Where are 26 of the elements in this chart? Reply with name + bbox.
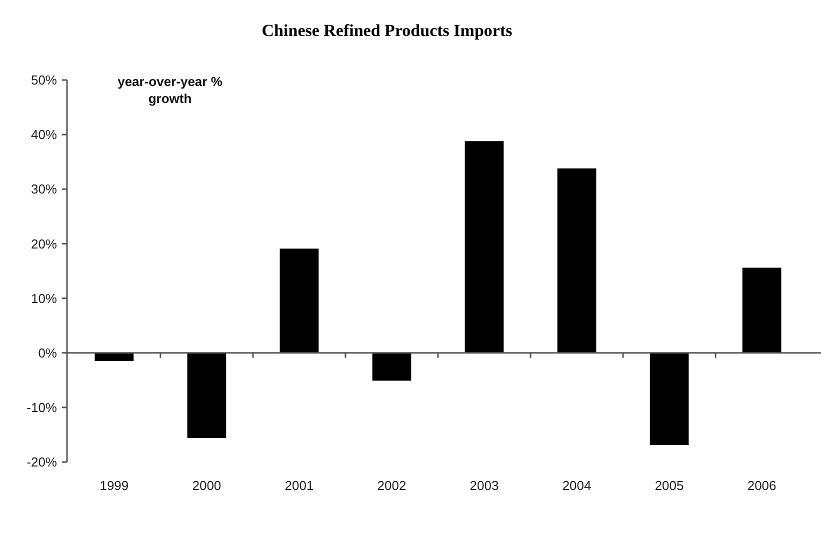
y-tick-label: -10% [26, 400, 58, 415]
y-tick-label: 50% [30, 72, 58, 88]
y-tick-label: -20% [26, 454, 58, 470]
x-tick-label: 2006 [747, 478, 776, 493]
y-tick-label: 10% [30, 290, 58, 306]
x-tick-label: 2005 [654, 478, 684, 493]
y-tick-label: 20% [30, 236, 58, 252]
bar [187, 352, 226, 438]
annotation: year-over-year % growth [118, 74, 223, 106]
bar [280, 248, 319, 353]
y-tick-label: 0% [38, 345, 58, 360]
x-tick-label: 2000 [192, 478, 222, 493]
bar [650, 352, 689, 446]
y-tick-label: 40% [30, 127, 58, 142]
chart-title: Chinese Refined Products Imports [262, 21, 513, 40]
y-tick-label: 30% [30, 182, 58, 197]
x-tick-label: 2004 [562, 478, 592, 493]
bar [464, 141, 504, 353]
bar [742, 268, 782, 353]
bar [94, 352, 134, 362]
x-tick-label: 2003 [470, 478, 499, 493]
x-tick-label: 1999 [100, 478, 129, 493]
x-tick-label: 2002 [377, 478, 406, 493]
x-tick-label: 2001 [284, 478, 314, 493]
bar [372, 352, 412, 381]
bar [557, 168, 596, 353]
